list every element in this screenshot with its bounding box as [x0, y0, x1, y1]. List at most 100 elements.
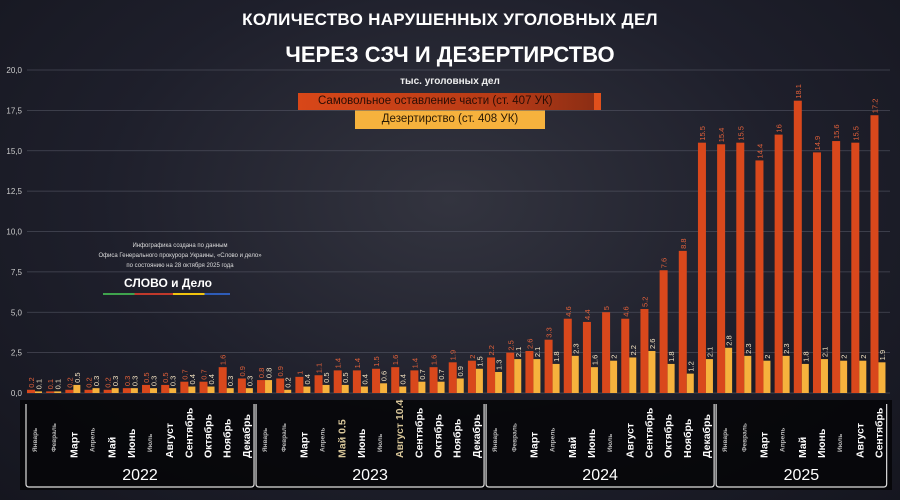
bar-408 [840, 360, 848, 393]
month-label: Август [624, 423, 636, 458]
value-label-407: 1.6 [391, 355, 400, 365]
bar-407 [602, 312, 611, 393]
bar-408 [820, 359, 828, 393]
bar-408 [533, 359, 541, 393]
bar-407 [755, 160, 764, 393]
bar-407 [410, 370, 419, 393]
bar-407 [563, 318, 572, 393]
month-label: Ноябрь [682, 418, 694, 458]
bar-407 [391, 367, 400, 393]
month-label: Июнь [586, 428, 598, 458]
value-label-407: 2.5 [506, 340, 515, 350]
bar-408 [437, 381, 445, 393]
value-label-407: 4.4 [583, 310, 592, 320]
bar-407 [276, 378, 285, 393]
value-label-407: 15.6 [832, 124, 841, 139]
bar-407 [180, 381, 189, 393]
year-label: 2025 [784, 467, 820, 484]
bar-408 [590, 367, 598, 393]
value-label-407: 0.7 [180, 369, 189, 379]
chart-title-line2: ЧЕРЕЗ СЗЧ И ДЕЗЕРТИРСТВО [285, 42, 615, 67]
value-label-407: 0.2 [104, 377, 113, 387]
month-label: Июнь [126, 428, 138, 458]
bar-408 [341, 384, 349, 393]
value-label-408: 2.3 [744, 343, 753, 353]
value-label-408: 1.9 [878, 350, 887, 360]
bar-407 [237, 378, 246, 393]
value-label-407: 17.2 [870, 99, 879, 114]
bar-407 [161, 384, 170, 393]
bar-408 [514, 359, 522, 393]
value-label-407: 1.6 [219, 355, 228, 365]
y-tick-label: 12,5 [6, 187, 22, 196]
chart-title-line1: КОЛИЧЕСТВО НАРУШЕННЫХ УГОЛОВНЫХ ДЕЛ [242, 10, 658, 29]
month-label: Август [854, 423, 866, 458]
bar-408 [322, 384, 330, 393]
bar-407 [697, 142, 706, 393]
month-label: Февраль [51, 423, 58, 452]
month-label: Сентябрь [643, 407, 655, 458]
value-label-407: 7.6 [660, 258, 669, 268]
value-label-408: 0.3 [150, 376, 159, 386]
value-label-407: 1.4 [334, 358, 343, 368]
value-label-407: 0.2 [27, 377, 36, 387]
bar-407 [122, 388, 131, 393]
month-label: Январь [722, 428, 729, 452]
value-label-407: 3.3 [545, 327, 554, 337]
value-label-407: 0.1 [46, 379, 55, 389]
bar-408 [744, 355, 752, 393]
logo-underline [103, 293, 230, 295]
bar-407 [870, 115, 879, 393]
legend-swatch-407 [594, 93, 601, 110]
value-label-408: 0.4 [207, 374, 216, 384]
bar-407 [142, 384, 151, 393]
value-label-408: 2.2 [629, 345, 638, 355]
value-label-407: 2 [468, 355, 477, 359]
value-label-408: 1.6 [590, 355, 599, 365]
month-label: Ноябрь [452, 418, 464, 458]
bar-407 [506, 352, 515, 393]
source-line3: по состоянию на 28 октября 2025 года [126, 263, 234, 269]
bar-407 [793, 100, 802, 393]
value-label-408: 2.1 [705, 347, 714, 357]
bar-408 [571, 355, 579, 393]
bar-407 [429, 367, 438, 393]
bar-408 [610, 360, 618, 393]
y-tick-label: 15,0 [6, 147, 22, 156]
bar-407 [832, 141, 841, 393]
y-tick-label: 20,0 [6, 66, 22, 75]
year-bracket [485, 404, 715, 488]
bar-408 [552, 363, 560, 393]
bar-408 [878, 362, 886, 393]
bar-408 [111, 388, 119, 393]
value-label-407: 4.6 [621, 306, 630, 316]
bar-407 [103, 389, 112, 393]
bar-407 [314, 375, 323, 393]
value-label-408: 0.3 [245, 376, 254, 386]
bar-407 [372, 368, 381, 393]
value-label-408: 0.5 [341, 372, 350, 382]
value-label-408: 1.5 [475, 356, 484, 366]
y-tick-label: 2,5 [11, 349, 23, 358]
month-label: Июнь [356, 428, 368, 458]
year-label: 2023 [352, 467, 388, 484]
legend-item-408: Дезертирство (ст. 408 УК) [355, 110, 545, 129]
bar-407 [544, 339, 553, 393]
value-label-408: 0.3 [226, 376, 235, 386]
bar-407 [218, 367, 227, 393]
y-tick-label: 5,0 [11, 308, 23, 317]
bar-407 [257, 380, 266, 393]
value-label-407: 1.4 [410, 358, 419, 368]
bar-407 [295, 376, 304, 393]
legend-item-407: Самовольное оставление части (ст. 407 УК… [298, 93, 598, 110]
year-bracket [25, 404, 255, 488]
y-tick-label: 7,5 [11, 268, 23, 277]
value-label-407: 2.6 [525, 339, 534, 349]
value-label-407: 1.5 [372, 356, 381, 366]
value-label-408: 0.3 [111, 376, 120, 386]
value-label-407: 5 [602, 306, 611, 310]
month-label: Декабрь [471, 414, 483, 458]
value-label-408: 0.1 [54, 379, 63, 389]
value-label-408: 2.6 [648, 339, 657, 349]
bar-408 [456, 378, 464, 393]
